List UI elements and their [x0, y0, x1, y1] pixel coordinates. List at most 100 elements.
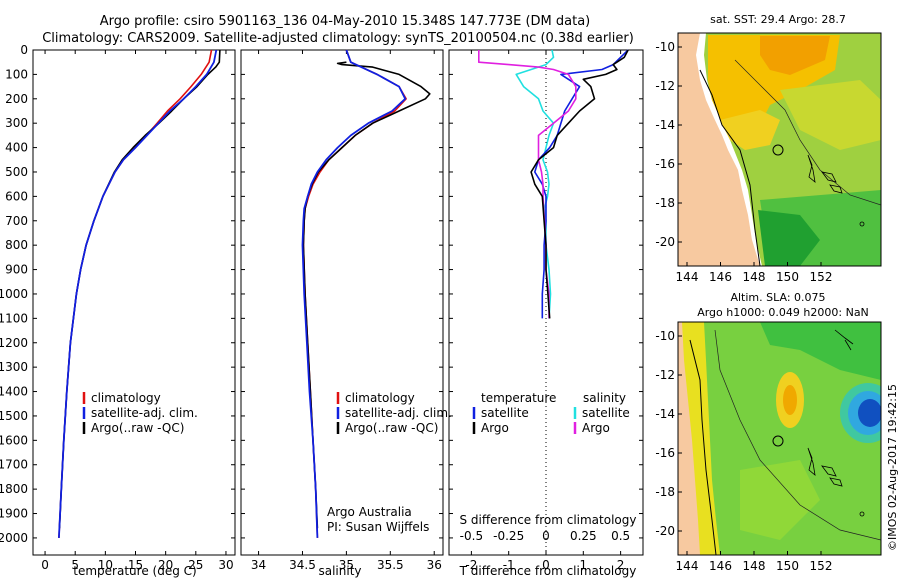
depth-tick-label: 1100: [0, 311, 28, 325]
map-xtick-label: 150: [776, 559, 799, 573]
depth-tick-label: 200: [5, 92, 28, 106]
reef-outlines: [807, 154, 843, 194]
temperature-xtick-label: 5: [71, 558, 79, 572]
map-ytick-label: -12: [655, 368, 675, 382]
sla-high-core: [783, 385, 797, 415]
argo-location-marker: [772, 144, 784, 156]
temperature-xtick-label: 10: [98, 558, 113, 572]
temperature-satellite-line: [58, 49, 218, 538]
legend-s-satellite: satellite: [582, 406, 630, 420]
map-top-frame: [677, 32, 882, 267]
salinity-satellite-line: [301, 49, 407, 538]
map-ytick-label: -14: [655, 407, 675, 421]
map-xtick-label: 146: [709, 270, 732, 284]
difference-legend: temperature salinity satellite Argo sate…: [472, 391, 630, 435]
map-top-title: sat. SST: 29.4 Argo: 28.7: [710, 13, 846, 26]
t-diff-tick-label: -1: [503, 558, 515, 572]
temperature-plot: 0 5 10 15 20 25 30: [41, 49, 234, 572]
s-difference-label: S difference from climatology: [460, 513, 637, 527]
isobath: [714, 329, 881, 541]
map-xtick-label: 144: [676, 270, 699, 284]
salinity-plot-frame: [240, 49, 444, 556]
temperature-xlabel: temperature (deg C): [73, 564, 196, 578]
sst-map: [677, 32, 882, 267]
isobath: [734, 59, 881, 206]
s-diff-tick-label: -0.5: [460, 529, 483, 543]
salinity-xtick-label: 34.5: [289, 558, 316, 572]
map-bottom-frame: [677, 321, 882, 556]
salinity-xlabel: salinity: [318, 564, 361, 578]
temperature-xtick-label: 30: [218, 558, 233, 572]
legend-argo: Argo(..raw -QC): [345, 421, 438, 435]
sst-coldest-region: [758, 210, 820, 266]
map-ytick-label: -20: [655, 235, 675, 249]
map-bottom-title-1: Altim. SLA: 0.075: [730, 291, 825, 304]
legend-satellite: satellite-adj. clim.: [91, 406, 198, 420]
depth-tick-label: 700: [5, 214, 28, 228]
s-diff-tick-label: 0.5: [611, 529, 630, 543]
map-xtick-label: 152: [810, 270, 833, 284]
sla-low-core: [858, 399, 881, 427]
map-ytick-label: -14: [655, 118, 675, 132]
t-diff-tick-label: 1: [579, 558, 587, 572]
depth-tick-label: 2000: [0, 531, 28, 545]
t-difference-label: T difference from climatology: [459, 564, 637, 578]
title-line-1: Argo profile: csiro 5901163_136 04-May-2…: [100, 14, 591, 29]
diff-t_argo-line: [530, 49, 629, 319]
depth-tick-label: 1500: [0, 409, 28, 423]
depth-tick-label: 1400: [0, 385, 28, 399]
legend-salinity-heading: salinity: [583, 391, 626, 405]
sst-hot-patch: [760, 36, 830, 75]
s-diff-tick-label: -0.25: [493, 529, 524, 543]
sla-patch: [740, 460, 820, 540]
legend-s-argo: Argo: [582, 421, 610, 435]
salinity-legend: climatology satellite-adj. clim. Argo(..…: [336, 391, 452, 435]
t-diff-tick-label: 2: [617, 558, 625, 572]
t-diff-tick-label: 0: [542, 558, 550, 572]
depth-tick-label: 1000: [0, 287, 28, 301]
map-xtick-label: 152: [810, 559, 833, 573]
temperature-plot-frame: [32, 49, 236, 556]
depth-tick-label: 1700: [0, 458, 28, 472]
map-xtick-label: 150: [776, 270, 799, 284]
title-line-2: Climatology: CARS2009. Satellite-adjuste…: [42, 31, 634, 46]
map-xtick-label: 148: [743, 270, 766, 284]
difference-plot: -2 -1 0 1 2 -0.5 -0.25 0 0.25 0.5: [460, 49, 630, 572]
temperature-xtick-label: 15: [128, 558, 143, 572]
diff-t_satellite-line: [533, 49, 629, 319]
legend-argo: Argo(..raw -QC): [91, 421, 184, 435]
s-diff-tick-label: 0: [542, 529, 550, 543]
s-diff-tick-label: 0.25: [570, 529, 597, 543]
imos-timestamp: ©IMOS 02-Aug-2017 19:42:15: [886, 384, 899, 551]
depth-tick-label: 900: [5, 263, 28, 277]
temperature-xtick-label: 20: [158, 558, 173, 572]
reef-outlines: [807, 329, 854, 487]
map-ytick-label: -16: [655, 157, 675, 171]
temperature-legend: climatology satellite-adj. clim. Argo(..…: [82, 391, 198, 435]
legend-t-argo: Argo: [481, 421, 509, 435]
depth-tick-label: 500: [5, 165, 28, 179]
map-ytick-label: -10: [655, 329, 675, 343]
coastline: [699, 69, 761, 266]
map-top-axes: -10 -12 -14 -16 -18 -20 144 146 148 150 152: [655, 40, 832, 284]
map-ytick-label: -16: [655, 446, 675, 460]
temperature-xtick-label: 0: [41, 558, 49, 572]
map-xtick-label: 144: [676, 559, 699, 573]
depth-tick-label: 1900: [0, 507, 28, 521]
depth-tick-label: 300: [5, 116, 28, 130]
coastline: [689, 339, 717, 555]
legend-temperature-heading: temperature: [481, 391, 556, 405]
annotation-pi: PI: Susan Wijffels: [327, 520, 429, 534]
map-bottom-axes: -10 -12 -14 -16 -18 -20 144 146 148 150 152: [655, 329, 832, 573]
sst-transition: [780, 80, 881, 150]
depth-tick-label: 1200: [0, 336, 28, 350]
legend-climatology: climatology: [91, 391, 161, 405]
argo-location-marker: [772, 435, 784, 447]
map-ytick-label: -10: [655, 40, 675, 54]
map-ytick-label: -18: [655, 485, 675, 499]
depth-tick-label: 800: [5, 238, 28, 252]
salinity-plot: 34 34.5 35 35.5 36: [251, 49, 442, 572]
map-xtick-label: 148: [743, 559, 766, 573]
annotation-argo-australia: Argo Australia: [327, 505, 412, 519]
depth-tick-label: 1800: [0, 482, 28, 496]
